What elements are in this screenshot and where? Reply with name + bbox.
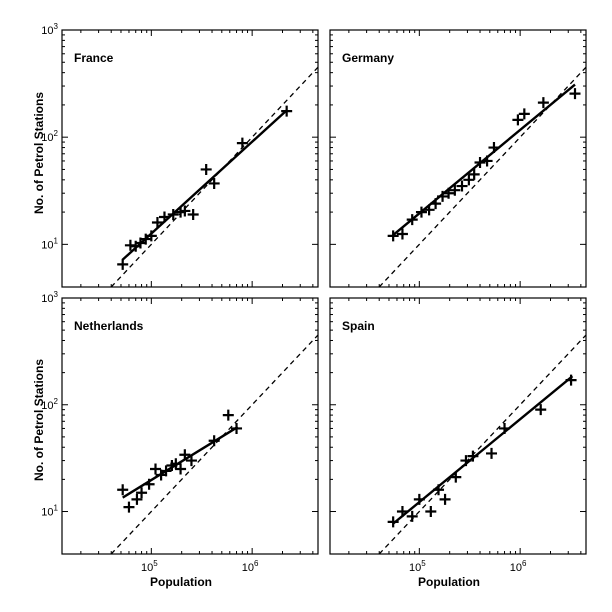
data-point (439, 493, 451, 505)
data-point (430, 198, 442, 210)
data-point (413, 493, 425, 505)
data-point (569, 88, 581, 100)
data-point (425, 506, 437, 518)
data-point (537, 97, 549, 109)
data-point (486, 447, 498, 459)
data-point (175, 463, 187, 475)
data-point (499, 422, 511, 434)
y-tick-label: 101 (41, 236, 58, 251)
data-point (443, 187, 455, 199)
data-point (387, 516, 399, 528)
y-tick-label: 103 (41, 22, 58, 37)
data-point (179, 449, 191, 461)
x-axis-label-right: Population (418, 575, 480, 589)
panel-france: 101 102 103 France (41, 22, 319, 288)
data-point (123, 501, 135, 513)
data-point (415, 206, 427, 218)
data-point (231, 422, 243, 434)
data-point (437, 190, 449, 202)
x-tick-label: 106 (510, 559, 527, 574)
data-point (460, 455, 472, 467)
data-point (151, 216, 163, 228)
data-point (117, 258, 129, 270)
x-axis-title: Population Population (150, 575, 480, 589)
data-point (488, 142, 500, 154)
x-tick-label: 105 (141, 559, 158, 574)
data-point (143, 478, 155, 490)
y-axis-title: No. of Petrol Stations No. of Petrol Sta… (32, 92, 46, 481)
plot-frame (61, 29, 319, 288)
reference-diagonal (110, 66, 318, 287)
x-tick-label: 106 (242, 559, 259, 574)
data-point (423, 204, 435, 216)
reference-diagonal (378, 66, 586, 287)
data-point (406, 214, 418, 226)
data-point (468, 168, 480, 180)
data-point (117, 484, 129, 496)
panel-spain: 105 106 Spain (329, 297, 587, 574)
data-point (208, 435, 220, 447)
data-point (396, 506, 408, 518)
data-point (467, 450, 479, 462)
data-point (481, 155, 493, 167)
panel-title: France (74, 51, 114, 65)
x-axis-label-left: Population (150, 575, 212, 589)
x-tick-label: 105 (409, 559, 426, 574)
plot-frame (329, 297, 587, 555)
data-point (158, 211, 170, 223)
data-point (281, 105, 293, 117)
fit-line (121, 109, 288, 261)
data-point (449, 184, 461, 196)
data-point (565, 374, 577, 386)
fit-line (122, 425, 239, 499)
data-point (140, 233, 152, 245)
data-point (518, 108, 530, 120)
data-point (179, 205, 191, 217)
reference-diagonal (378, 334, 586, 554)
data-point (222, 409, 234, 421)
data-point (236, 137, 248, 149)
y-axis-label-top: No. of Petrol Stations (32, 92, 46, 214)
data-point (208, 177, 220, 189)
data-point (185, 455, 197, 467)
panels: 101 102 103 France Germany 101 102 103 105 106 Net… (41, 22, 587, 574)
data-point (463, 174, 475, 186)
reference-diagonal (110, 334, 318, 554)
data-point (433, 484, 445, 496)
data-point (450, 471, 462, 483)
data-point (396, 228, 408, 240)
data-point (200, 163, 212, 175)
data-point (150, 463, 162, 475)
plot-frame (61, 297, 319, 555)
data-point (474, 157, 486, 169)
panel-title: Netherlands (74, 319, 144, 333)
data-point (145, 230, 157, 242)
data-point (160, 465, 172, 477)
y-tick-label: 102 (41, 129, 58, 144)
data-point (406, 510, 418, 522)
data-point (387, 230, 399, 242)
y-tick-label: 102 (41, 397, 58, 412)
panel-title: Germany (342, 51, 394, 65)
y-tick-label: 103 (41, 290, 58, 305)
data-point (131, 493, 143, 505)
y-axis-label-bottom: No. of Petrol Stations (32, 359, 46, 481)
plot-frame (329, 29, 587, 288)
y-tick-label: 101 (41, 504, 58, 519)
data-point (512, 114, 524, 126)
data-point (535, 404, 547, 416)
panel-germany: Germany (329, 29, 587, 288)
data-point (187, 208, 199, 220)
data-point (136, 487, 148, 499)
data-point (456, 180, 468, 192)
data-point (167, 208, 179, 220)
panel-netherlands: 101 102 103 105 106 Netherlands (41, 290, 319, 574)
fit-line (392, 83, 576, 237)
panel-title: Spain (342, 319, 375, 333)
